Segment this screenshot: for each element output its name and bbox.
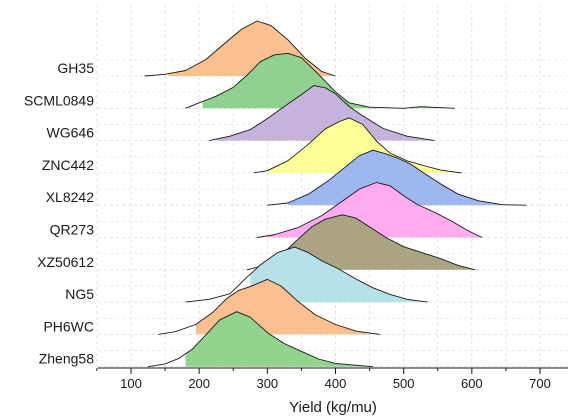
- category-label: NG5: [65, 286, 94, 302]
- ridge-fill-xz50612: [267, 214, 476, 270]
- x-tick-label: 500: [393, 376, 415, 391]
- category-label: ZNC442: [42, 157, 94, 173]
- category-label: SCML0849: [24, 92, 94, 108]
- category-label: XZ50612: [37, 254, 94, 270]
- ridge-fill-scml0849: [202, 53, 455, 109]
- x-tick-label: 400: [325, 376, 347, 391]
- category-label: PH6WC: [43, 318, 94, 334]
- ridge-fill-znc442: [267, 117, 462, 173]
- ridge-line-zheng58: [147, 311, 374, 368]
- x-tick-label: 300: [256, 376, 278, 391]
- density-ridges: [144, 20, 527, 368]
- x-axis: 100 200 300 400 500 600 700: [96, 367, 568, 391]
- ridge-line-xl8242: [267, 149, 527, 206]
- ridge-fill-ng5: [250, 247, 428, 303]
- x-axis-title: Yield (kg/mu): [289, 399, 377, 416]
- ridge-line-ph6wc: [158, 278, 380, 335]
- ridge-fill-xl8242: [287, 150, 527, 206]
- category-label: QR273: [50, 222, 95, 238]
- category-label: Zheng58: [39, 351, 94, 367]
- ridge-line-qr273: [257, 182, 483, 238]
- ridge-line-znc442: [253, 117, 462, 174]
- category-label: WG646: [47, 125, 95, 141]
- ridge-line-wg646: [209, 85, 435, 142]
- x-tick-label: 700: [529, 376, 551, 391]
- x-tick-label: 200: [188, 376, 210, 391]
- category-labels: GH35 SCML0849 WG646 ZNC442 XL8242 QR273 XZ5061…: [24, 60, 94, 367]
- category-label: XL8242: [46, 189, 94, 205]
- ridge-line-ng5: [185, 246, 428, 303]
- ridge-fill-zheng58: [185, 311, 373, 367]
- category-label: GH35: [57, 60, 94, 76]
- ridge-line-gh35: [144, 20, 336, 77]
- x-tick-label: 100: [120, 376, 142, 391]
- ridge-line-scml0849: [185, 52, 455, 109]
- x-tick-label: 600: [461, 376, 483, 391]
